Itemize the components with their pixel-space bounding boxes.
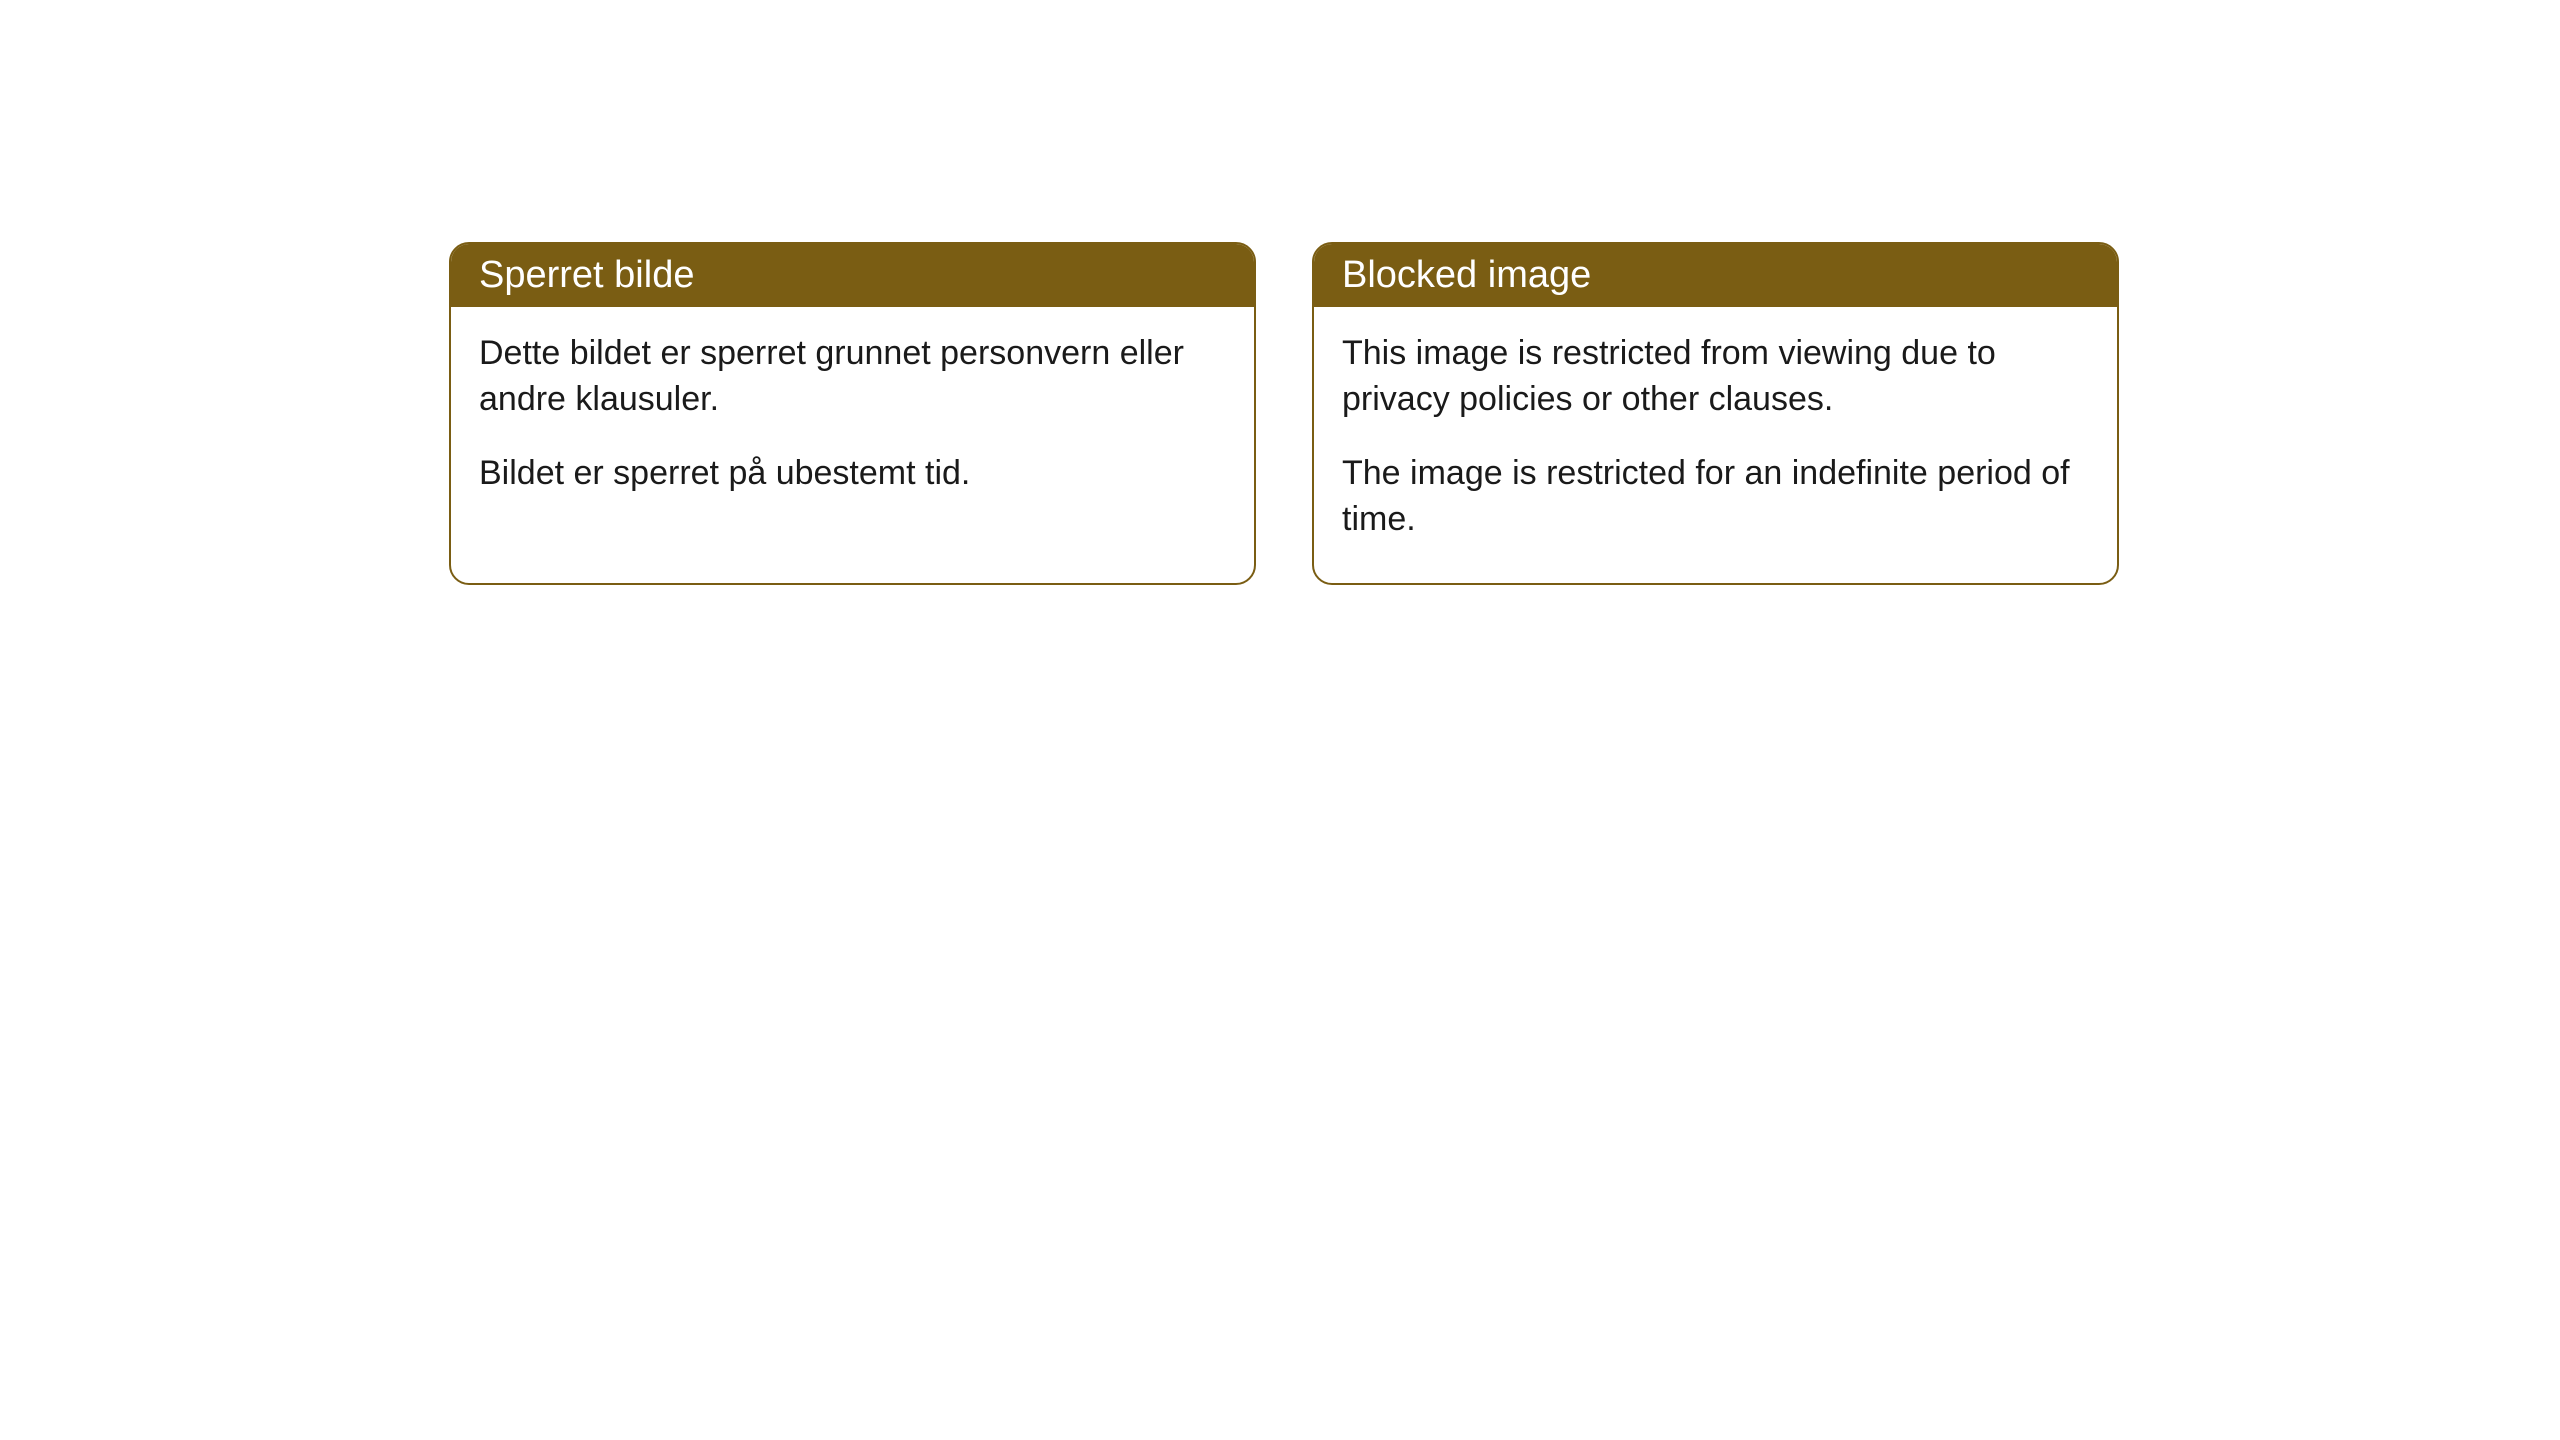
notice-cards-container: Sperret bilde Dette bildet er sperret gr… — [449, 242, 2119, 585]
card-header: Sperret bilde — [451, 244, 1254, 307]
card-paragraph: The image is restricted for an indefinit… — [1342, 451, 2089, 543]
notice-card-english: Blocked image This image is restricted f… — [1312, 242, 2119, 585]
card-body: Dette bildet er sperret grunnet personve… — [451, 307, 1254, 537]
card-paragraph: This image is restricted from viewing du… — [1342, 331, 2089, 423]
card-title: Sperret bilde — [479, 254, 694, 296]
card-paragraph: Bildet er sperret på ubestemt tid. — [479, 451, 1226, 497]
card-title: Blocked image — [1342, 254, 1591, 296]
card-body: This image is restricted from viewing du… — [1314, 307, 2117, 583]
card-header: Blocked image — [1314, 244, 2117, 307]
notice-card-norwegian: Sperret bilde Dette bildet er sperret gr… — [449, 242, 1256, 585]
card-paragraph: Dette bildet er sperret grunnet personve… — [479, 331, 1226, 423]
